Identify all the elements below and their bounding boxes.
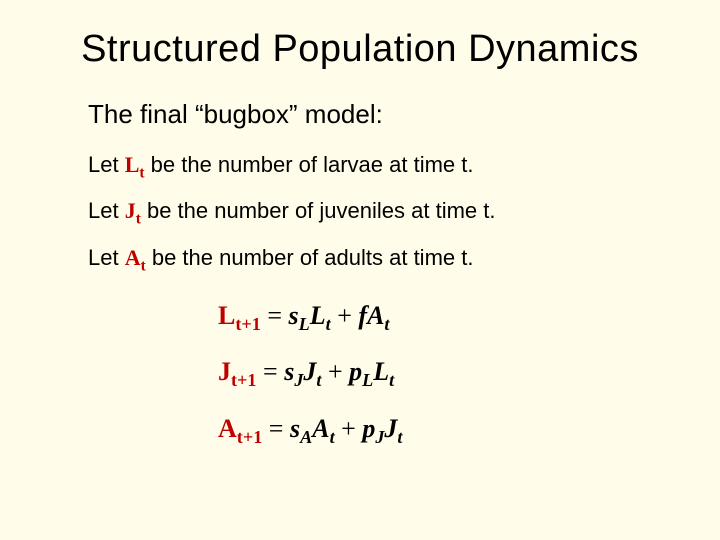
symbol-J: Jt	[125, 198, 141, 223]
eq-var: At	[367, 301, 389, 330]
symbol-A: At	[125, 245, 146, 270]
def-text: be the number of juveniles at time t.	[141, 198, 496, 223]
def-let: Let	[88, 245, 125, 270]
eq-coef: sL	[289, 301, 310, 330]
subtitle: The final “bugbox” model:	[88, 99, 660, 130]
eq-lhs: Lt+1	[218, 301, 261, 330]
slide-content: The final “bugbox” model: Let Lt be the …	[40, 99, 680, 448]
def-let: Let	[88, 152, 125, 177]
def-adults: Let At be the number of adults at time t…	[88, 245, 660, 275]
eq-coef: sJ	[284, 357, 303, 386]
def-text: be the number of adults at time t.	[146, 245, 474, 270]
equation-A: At+1 = sAAt + pJJt	[218, 414, 660, 448]
eq-coef: pJ	[362, 414, 384, 443]
eq-equals: =	[269, 414, 290, 443]
eq-coef: f	[358, 301, 367, 330]
eq-lhs: Jt+1	[218, 357, 257, 386]
def-let: Let	[88, 198, 125, 223]
eq-coef: sA	[290, 414, 312, 443]
def-larvae: Let Lt be the number of larvae at time t…	[88, 152, 660, 182]
slide-title: Structured Population Dynamics	[40, 28, 680, 71]
equation-L: Lt+1 = sLLt + fAt	[218, 301, 660, 335]
def-text: be the number of larvae at time t.	[145, 152, 474, 177]
equations-block: Lt+1 = sLLt + fAt Jt+1 = sJJt + pLLt At+…	[88, 301, 660, 448]
eq-lhs: At+1	[218, 414, 262, 443]
eq-equals: =	[267, 301, 288, 330]
slide: Structured Population Dynamics The final…	[0, 0, 720, 540]
eq-plus: +	[328, 357, 349, 386]
eq-var: Jt	[303, 357, 321, 386]
def-juveniles: Let Jt be the number of juveniles at tim…	[88, 198, 660, 228]
symbol-L: Lt	[125, 152, 145, 177]
eq-equals: =	[263, 357, 284, 386]
eq-var: At	[312, 414, 334, 443]
eq-var: Lt	[373, 357, 394, 386]
eq-coef: pL	[349, 357, 373, 386]
eq-plus: +	[337, 301, 358, 330]
eq-plus: +	[341, 414, 362, 443]
eq-var: Jt	[384, 414, 402, 443]
eq-var: Lt	[310, 301, 331, 330]
equation-J: Jt+1 = sJJt + pLLt	[218, 357, 660, 391]
